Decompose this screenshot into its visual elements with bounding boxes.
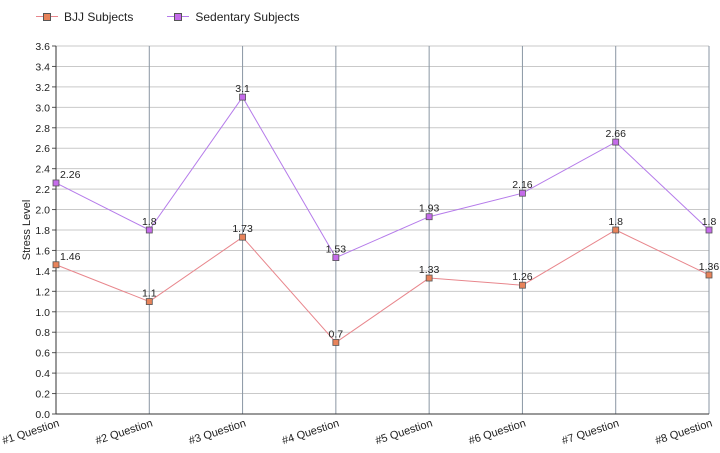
legend-label-bjj: BJJ Subjects xyxy=(64,10,134,24)
x-tick-label: #7 Question xyxy=(561,417,621,447)
data-label: 1.46 xyxy=(60,251,81,263)
data-point xyxy=(332,339,340,346)
data-point xyxy=(239,93,246,101)
x-tick-label: #6 Question xyxy=(467,417,527,447)
data-point xyxy=(145,298,153,305)
data-label: 1.53 xyxy=(326,244,347,256)
y-tick-label: 1.8 xyxy=(35,225,50,237)
y-tick-label: 2.4 xyxy=(35,164,50,176)
data-point xyxy=(519,281,526,289)
x-tick-label: #1 Question xyxy=(1,417,61,447)
y-axis-label: Stress Level xyxy=(21,200,33,261)
data-point xyxy=(332,254,340,262)
data-label: 1.73 xyxy=(232,223,253,235)
data-point xyxy=(145,226,153,234)
data-label: 3.1 xyxy=(235,83,250,95)
y-tick-label: 0.6 xyxy=(35,348,50,360)
x-tick-label: #8 Question xyxy=(654,417,714,447)
data-point xyxy=(612,226,620,234)
data-label: 1.33 xyxy=(419,264,440,276)
legend-item-sedentary: Sedentary Subjects xyxy=(167,10,299,24)
data-label: 1.1 xyxy=(142,288,157,300)
legend-swatch-bjj xyxy=(36,12,58,22)
y-tick-label: 0.8 xyxy=(35,327,50,339)
data-label: 2.16 xyxy=(512,179,533,191)
legend-swatch-sedentary xyxy=(167,12,190,22)
data-point xyxy=(425,274,433,282)
y-tick-label: 1.2 xyxy=(35,286,50,298)
y-tick-label: 3.2 xyxy=(35,82,50,94)
legend-item-bjj: BJJ Subjects xyxy=(36,10,133,24)
x-tick-label: #2 Question xyxy=(94,417,154,447)
y-tick-label: 2.2 xyxy=(35,184,50,196)
series-line-sedentary xyxy=(55,96,710,259)
y-tick-label: 2.8 xyxy=(35,123,50,135)
y-tick-label: 0.0 xyxy=(35,409,50,421)
data-label: 1.8 xyxy=(608,216,623,228)
x-tick-label: #5 Question xyxy=(374,417,434,447)
y-tick-label: 1.6 xyxy=(35,245,50,257)
y-tick-label: 3.4 xyxy=(35,61,50,73)
data-label: 2.66 xyxy=(605,128,626,140)
y-tick-label: 0.2 xyxy=(35,389,50,401)
data-point xyxy=(612,138,620,146)
y-tick-label: 1.0 xyxy=(35,307,50,319)
x-tick-label: #3 Question xyxy=(187,417,247,447)
y-tick-label: 2.0 xyxy=(35,205,50,217)
x-tick-label: #4 Question xyxy=(281,417,341,447)
data-label: 1.93 xyxy=(419,203,440,215)
data-label: 1.36 xyxy=(699,261,720,273)
y-tick-label: 1.4 xyxy=(35,266,50,278)
y-tick-label: 3.6 xyxy=(35,41,50,53)
data-label: 1.26 xyxy=(512,271,533,283)
data-point xyxy=(519,189,526,197)
legend-label-sedentary: Sedentary Subjects xyxy=(195,10,300,24)
data-label: 2.26 xyxy=(60,169,81,181)
data-point xyxy=(52,179,60,187)
data-point xyxy=(239,233,246,241)
y-tick-label: 0.4 xyxy=(35,368,50,380)
data-point xyxy=(705,271,713,279)
y-tick-label: 3.0 xyxy=(35,102,50,114)
data-label: 1.8 xyxy=(702,216,717,228)
data-point xyxy=(705,226,713,234)
y-tick-label: 2.6 xyxy=(35,143,50,155)
data-label: 1.8 xyxy=(142,216,157,228)
data-point xyxy=(425,213,433,221)
chart-legend: BJJ Subjects Sedentary Subjects xyxy=(36,10,299,24)
data-label: 0.7 xyxy=(329,328,344,340)
series-line-bjj xyxy=(55,229,710,344)
data-point xyxy=(52,261,60,269)
